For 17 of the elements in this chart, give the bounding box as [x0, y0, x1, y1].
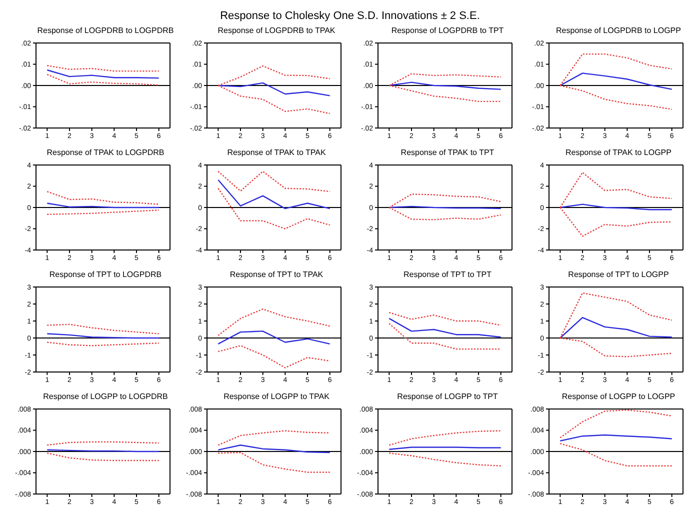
- chart-title: Response of LOGPP to LOGPDRB: [42, 391, 169, 403]
- text: Response to Cholesky One S.D. Innovations ± 2 S.E.: [219, 9, 481, 24]
- chart-title: Response of LOGPP to TPAK: [222, 391, 330, 403]
- chart-title: Response of LOGPDRB to LOGPP: [555, 25, 682, 37]
- chart-title: Response of TPAK to TPT: [400, 147, 496, 159]
- chart-title: Response of TPT to LOGPP: [567, 269, 670, 281]
- chart-title: Response of LOGPDRB to TPT: [390, 25, 505, 37]
- chart-title: Response of LOGPP to LOGPP: [560, 391, 676, 403]
- chart-title: Response of TPT to LOGPDRB: [48, 269, 163, 281]
- chart-title: Response of TPT to TPAK: [228, 269, 324, 281]
- chart-title: Response of TPAK to LOGPP: [564, 147, 672, 159]
- chart-title: Response of TPAK to LOGPDRB: [46, 147, 166, 159]
- chart-title: Response of LOGPDRB to TPAK: [216, 25, 336, 37]
- chart-title: Response of TPT to TPT: [402, 269, 493, 281]
- chart-title: Response of LOGPDRB to LOGPDRB: [36, 25, 175, 37]
- chart-title: Response of LOGPP to TPT: [396, 391, 499, 403]
- chart-title: Response of TPAK to TPAK: [226, 147, 327, 159]
